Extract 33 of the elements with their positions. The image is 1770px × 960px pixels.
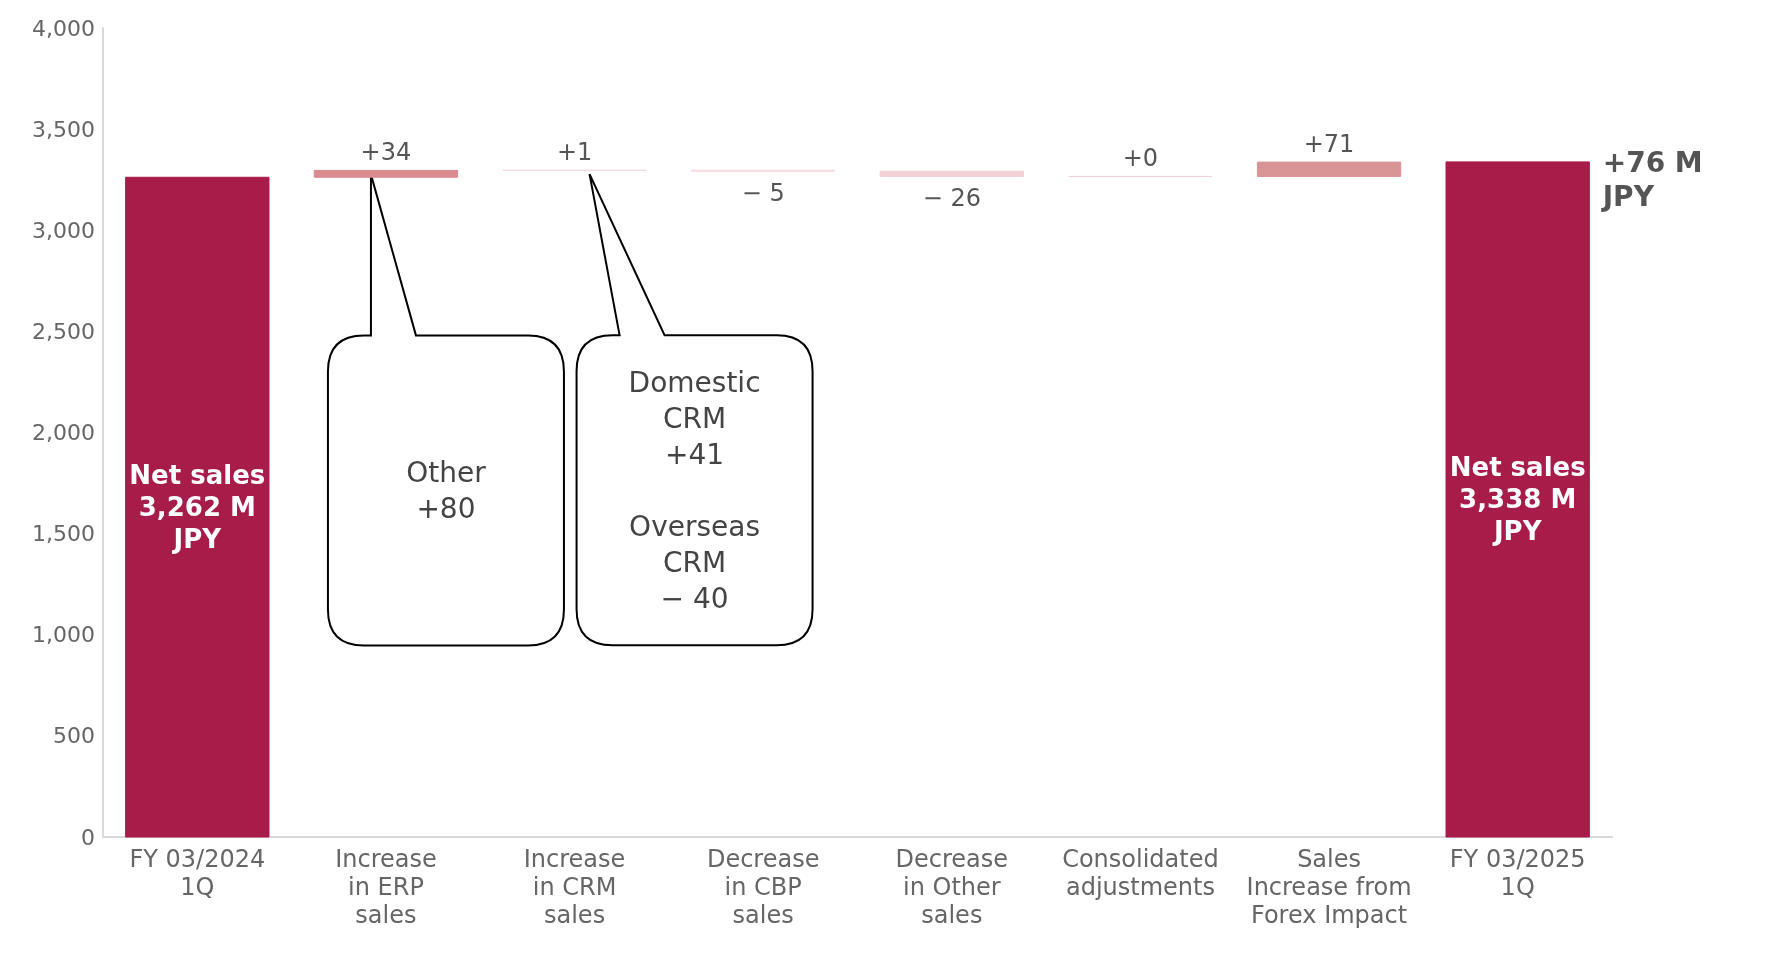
annotation: +76 M JPY bbox=[1600, 146, 1703, 214]
y-tick-label: 3,000 bbox=[32, 217, 95, 243]
data-label: +0 bbox=[1122, 144, 1159, 173]
data-label: +71 bbox=[1303, 130, 1355, 159]
data-label: − 26 bbox=[922, 184, 981, 213]
y-tick-label: 1,000 bbox=[32, 622, 95, 648]
y-tick-label: 2,000 bbox=[32, 420, 95, 445]
data-label: +34 bbox=[360, 138, 412, 167]
x-tick-label: Decrease in CBP sales bbox=[706, 845, 820, 929]
y-tick-label: 4,000 bbox=[32, 15, 95, 41]
x-tick-label: Decrease in Other sales bbox=[895, 845, 1009, 929]
y-tick-label: 500 bbox=[53, 723, 95, 749]
y-tick-label: 1,500 bbox=[32, 521, 95, 547]
bar bbox=[125, 176, 270, 838]
bar bbox=[1256, 161, 1402, 177]
data-label: − 5 bbox=[741, 179, 785, 208]
data-label: Net sales 3,262 M JPY bbox=[129, 460, 266, 555]
bar bbox=[1445, 161, 1590, 838]
data-label: +1 bbox=[556, 138, 593, 167]
y-tick-label: 0 bbox=[81, 824, 95, 850]
text: Domestic CRM +41 Overseas CRM − 40 bbox=[628, 365, 761, 615]
x-tick-label: Increase in CRM sales bbox=[523, 845, 626, 929]
x-tick-label: Sales Increase from Forex Impact bbox=[1246, 845, 1412, 929]
annotation: Other +80 bbox=[406, 455, 487, 525]
data-label: Net sales 3,338 M JPY bbox=[1449, 452, 1586, 547]
y-tick-label: 3,500 bbox=[32, 116, 95, 142]
x-tick-label: FY 03/2024 1Q bbox=[129, 845, 266, 901]
bar bbox=[313, 169, 459, 178]
x-tick-label: Increase in ERP sales bbox=[335, 845, 437, 929]
x-tick-label: FY 03/2025 1Q bbox=[1449, 845, 1586, 901]
bar bbox=[879, 170, 1024, 177]
x-tick-label: Consolidated adjustments bbox=[1062, 845, 1219, 901]
y-tick-label: 2,500 bbox=[32, 318, 95, 344]
